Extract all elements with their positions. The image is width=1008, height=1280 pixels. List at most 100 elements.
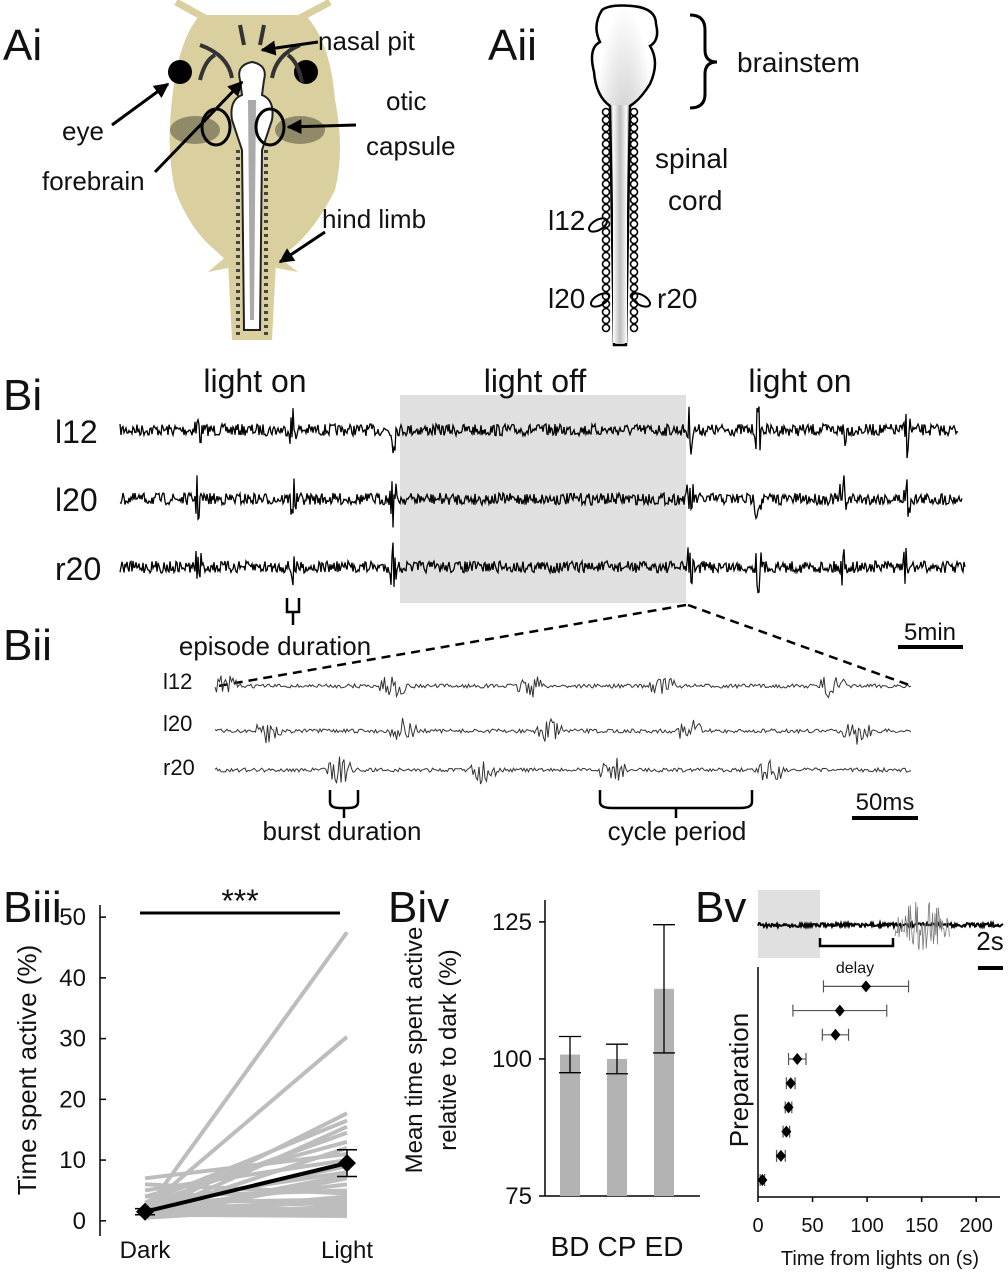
label: otic (386, 86, 426, 116)
segment (601, 219, 611, 229)
segment (601, 147, 611, 157)
y-tick-label: 75 (505, 1183, 532, 1210)
x-tick-label: 150 (905, 1215, 938, 1237)
segment (601, 243, 611, 253)
label: nasal pit (318, 26, 416, 56)
segment (629, 251, 639, 261)
x-tick-label: Dark (120, 1237, 172, 1264)
segment (629, 139, 639, 149)
mean-marker (338, 1154, 356, 1173)
segment (629, 155, 639, 165)
segment (601, 211, 611, 221)
point (781, 1125, 792, 1138)
segment (601, 195, 611, 205)
channel-label: l20 (55, 482, 98, 518)
label: cord (668, 185, 722, 216)
segment (601, 251, 611, 261)
preparation-line (144, 1206, 348, 1217)
x-tick-label: Light (321, 1237, 373, 1264)
error-bar (606, 1043, 628, 1075)
x-tick-label: 0 (752, 1215, 763, 1237)
segment (629, 315, 639, 325)
preparation-line (143, 1035, 349, 1211)
segment (601, 299, 611, 309)
bar (654, 988, 674, 1196)
trace (894, 901, 950, 950)
segment (629, 275, 639, 285)
segment (601, 203, 611, 213)
mean-line (144, 1161, 348, 1214)
segment (629, 171, 639, 181)
label: hind limb (322, 204, 426, 234)
segment (629, 323, 639, 333)
y-axis-label: Mean time spent active (401, 927, 428, 1174)
y-tick-label: 0 (73, 1208, 86, 1235)
segment (629, 219, 639, 229)
y-tick-label: 40 (59, 965, 86, 992)
recordings (214, 675, 912, 785)
x-tick-label: CP (598, 1231, 637, 1262)
annotation: delay (836, 960, 874, 977)
condition-label: light on (203, 363, 306, 399)
segment (601, 115, 611, 125)
point (757, 1174, 768, 1187)
panel-label: Bii (3, 621, 52, 670)
scale-label: 2s (976, 926, 1003, 956)
segment (601, 283, 611, 293)
segment (629, 107, 639, 117)
segment (629, 307, 639, 317)
segment (629, 211, 639, 221)
recordings (119, 406, 966, 594)
point (834, 1004, 845, 1017)
segment (629, 283, 639, 293)
trace (757, 919, 1004, 931)
point (792, 1053, 803, 1065)
segment (629, 115, 639, 125)
bar (560, 1054, 580, 1196)
y-axis-label: Preparation (724, 1013, 754, 1147)
segment (629, 291, 639, 301)
segment (629, 267, 639, 277)
segment (629, 131, 639, 141)
error-bar (653, 924, 675, 1054)
segment (629, 123, 639, 133)
preparation-line (144, 1152, 348, 1181)
segment (601, 131, 611, 141)
x-tick-label: ED (645, 1231, 684, 1262)
bracket (818, 938, 895, 948)
bracket (598, 790, 754, 818)
bracket (285, 598, 301, 625)
x-tick-label: 200 (959, 1215, 992, 1237)
label: l12 (548, 205, 585, 236)
panel-label: Biii (3, 883, 62, 932)
label: r20 (657, 283, 697, 314)
channel-label: l12 (55, 414, 98, 450)
y-tick-label: 125 (492, 909, 532, 936)
channel-label: l12 (163, 669, 192, 694)
segment (601, 267, 611, 277)
scale-label: 50ms (856, 789, 915, 816)
segment (629, 227, 639, 237)
mean-marker (136, 1202, 154, 1221)
zoom-lines (217, 603, 913, 688)
trace (119, 475, 963, 528)
segment (601, 187, 611, 197)
segment (601, 163, 611, 173)
segment (601, 179, 611, 189)
panel-label: Bv (695, 883, 746, 932)
segment (629, 299, 639, 309)
point (783, 1101, 794, 1114)
trace (119, 406, 959, 459)
panel-label: Biv (388, 883, 449, 932)
label: capsule (366, 131, 456, 161)
trace (214, 756, 912, 785)
y-tick-label: 10 (59, 1147, 86, 1174)
segment (629, 259, 639, 269)
label: l20 (548, 283, 585, 314)
condition-label: light off (484, 363, 587, 399)
segment (601, 259, 611, 269)
segment (601, 323, 611, 333)
x-axis-label: Time from lights on (s) (781, 1248, 979, 1270)
condition-label: light on (748, 363, 851, 399)
bracket (328, 790, 360, 818)
